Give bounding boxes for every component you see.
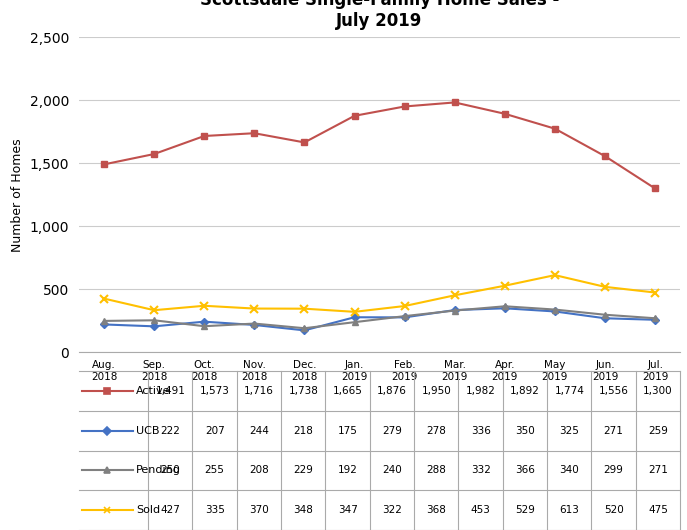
Text: 1,300: 1,300: [643, 386, 673, 396]
Text: 218: 218: [293, 426, 313, 436]
Text: 325: 325: [559, 426, 579, 436]
Text: 288: 288: [427, 465, 447, 475]
Text: 279: 279: [382, 426, 402, 436]
Text: 278: 278: [427, 426, 447, 436]
Text: 348: 348: [293, 505, 313, 515]
Text: 271: 271: [648, 465, 668, 475]
Text: 335: 335: [205, 505, 225, 515]
Text: 1,892: 1,892: [510, 386, 540, 396]
Text: 340: 340: [559, 465, 579, 475]
Text: 1,491: 1,491: [155, 386, 185, 396]
Title: Scottsdale Single-Family Home Sales -
July 2019: Scottsdale Single-Family Home Sales - Ju…: [200, 0, 559, 30]
Text: 1,665: 1,665: [333, 386, 363, 396]
Text: Sold: Sold: [136, 505, 160, 515]
Text: 1,738: 1,738: [289, 386, 318, 396]
Text: 347: 347: [338, 505, 357, 515]
Text: 336: 336: [471, 426, 491, 436]
Text: 259: 259: [648, 426, 668, 436]
Text: 453: 453: [471, 505, 491, 515]
Text: 207: 207: [205, 426, 225, 436]
Text: 244: 244: [249, 426, 269, 436]
Text: 229: 229: [293, 465, 313, 475]
Text: 271: 271: [604, 426, 624, 436]
Text: 475: 475: [648, 505, 668, 515]
Text: 255: 255: [205, 465, 225, 475]
Text: 240: 240: [382, 465, 402, 475]
Text: 222: 222: [160, 426, 180, 436]
Text: 366: 366: [515, 465, 535, 475]
Text: Pending: Pending: [136, 465, 181, 475]
Text: 1,876: 1,876: [377, 386, 407, 396]
Text: 1,982: 1,982: [466, 386, 495, 396]
Text: 520: 520: [604, 505, 624, 515]
Text: 1,774: 1,774: [554, 386, 584, 396]
Text: UCB: UCB: [136, 426, 159, 436]
Text: 370: 370: [249, 505, 269, 515]
Text: 1,716: 1,716: [244, 386, 274, 396]
Text: 208: 208: [249, 465, 269, 475]
Y-axis label: Number of Homes: Number of Homes: [11, 138, 24, 252]
Text: 529: 529: [515, 505, 535, 515]
Text: 299: 299: [604, 465, 624, 475]
Text: 175: 175: [338, 426, 357, 436]
Text: 1,573: 1,573: [200, 386, 229, 396]
Text: 322: 322: [382, 505, 402, 515]
Text: 613: 613: [559, 505, 579, 515]
Text: Active: Active: [136, 386, 170, 396]
Text: 350: 350: [515, 426, 535, 436]
Text: 192: 192: [338, 465, 357, 475]
Text: 368: 368: [427, 505, 447, 515]
Text: 427: 427: [160, 505, 180, 515]
Text: 1,556: 1,556: [598, 386, 629, 396]
Text: 1,950: 1,950: [421, 386, 451, 396]
Text: 332: 332: [471, 465, 491, 475]
Text: 250: 250: [161, 465, 180, 475]
